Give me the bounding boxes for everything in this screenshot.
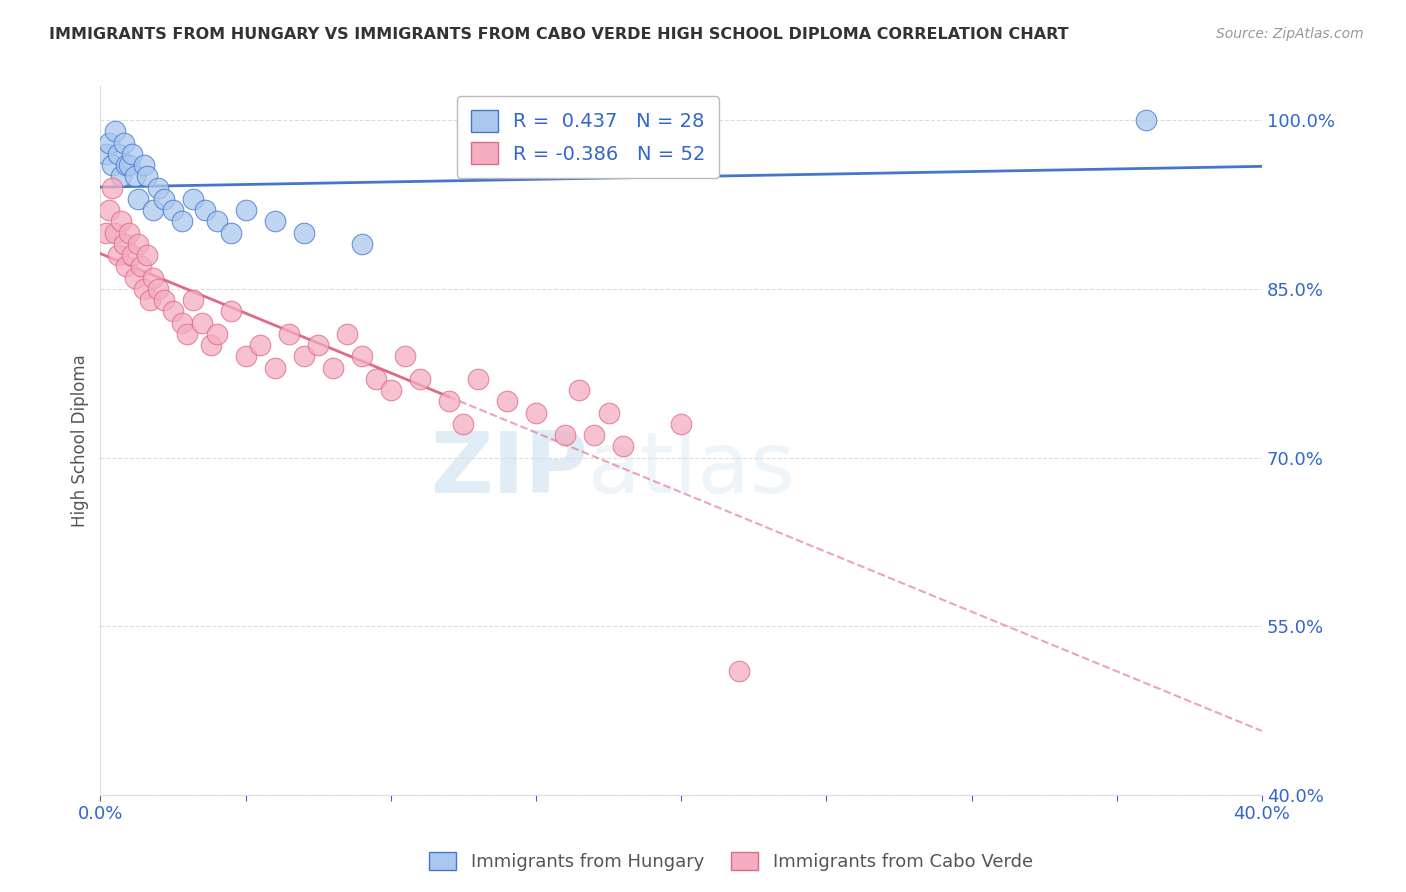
Point bbox=[104, 226, 127, 240]
Point bbox=[115, 158, 138, 172]
Point bbox=[135, 169, 157, 184]
Point bbox=[235, 203, 257, 218]
Text: ZIP: ZIP bbox=[430, 427, 588, 510]
Point bbox=[112, 236, 135, 251]
Point bbox=[98, 203, 121, 218]
Point bbox=[98, 136, 121, 150]
Point bbox=[612, 439, 634, 453]
Point bbox=[453, 417, 475, 431]
Point bbox=[170, 316, 193, 330]
Point bbox=[350, 349, 373, 363]
Point bbox=[350, 236, 373, 251]
Point bbox=[148, 282, 170, 296]
Point bbox=[278, 326, 301, 341]
Point bbox=[129, 260, 152, 274]
Point bbox=[219, 304, 242, 318]
Point bbox=[104, 124, 127, 138]
Y-axis label: High School Diploma: High School Diploma bbox=[72, 354, 89, 527]
Point bbox=[135, 248, 157, 262]
Text: Source: ZipAtlas.com: Source: ZipAtlas.com bbox=[1216, 27, 1364, 41]
Point bbox=[121, 146, 143, 161]
Point bbox=[307, 338, 329, 352]
Point bbox=[127, 236, 149, 251]
Point bbox=[181, 293, 204, 307]
Point bbox=[153, 192, 176, 206]
Point bbox=[205, 214, 228, 228]
Point bbox=[524, 406, 547, 420]
Point bbox=[118, 158, 141, 172]
Point bbox=[112, 136, 135, 150]
Point bbox=[394, 349, 416, 363]
Point bbox=[176, 326, 198, 341]
Point bbox=[200, 338, 222, 352]
Point bbox=[322, 360, 344, 375]
Point bbox=[568, 383, 591, 397]
Point bbox=[118, 226, 141, 240]
Point bbox=[101, 158, 124, 172]
Point bbox=[263, 214, 285, 228]
Text: atlas: atlas bbox=[588, 427, 796, 510]
Point bbox=[142, 270, 165, 285]
Point bbox=[124, 169, 146, 184]
Point bbox=[153, 293, 176, 307]
Point bbox=[121, 248, 143, 262]
Point bbox=[467, 372, 489, 386]
Point bbox=[194, 203, 217, 218]
Point bbox=[148, 180, 170, 194]
Point bbox=[124, 270, 146, 285]
Point bbox=[235, 349, 257, 363]
Point bbox=[205, 326, 228, 341]
Point bbox=[96, 146, 118, 161]
Point bbox=[132, 158, 155, 172]
Point bbox=[582, 428, 605, 442]
Point bbox=[219, 226, 242, 240]
Point bbox=[292, 349, 315, 363]
Point bbox=[496, 394, 519, 409]
Point bbox=[191, 316, 214, 330]
Point bbox=[437, 394, 460, 409]
Point bbox=[249, 338, 271, 352]
Point bbox=[132, 282, 155, 296]
Point bbox=[110, 214, 132, 228]
Point bbox=[669, 417, 692, 431]
Point bbox=[162, 203, 184, 218]
Point bbox=[107, 146, 129, 161]
Point bbox=[263, 360, 285, 375]
Point bbox=[366, 372, 388, 386]
Point bbox=[170, 214, 193, 228]
Point bbox=[142, 203, 165, 218]
Point bbox=[115, 260, 138, 274]
Point bbox=[409, 372, 432, 386]
Point bbox=[138, 293, 160, 307]
Point bbox=[96, 226, 118, 240]
Point bbox=[181, 192, 204, 206]
Legend: R =  0.437   N = 28, R = -0.386   N = 52: R = 0.437 N = 28, R = -0.386 N = 52 bbox=[457, 96, 720, 178]
Legend: Immigrants from Hungary, Immigrants from Cabo Verde: Immigrants from Hungary, Immigrants from… bbox=[422, 845, 1040, 879]
Point bbox=[336, 326, 359, 341]
Point bbox=[127, 192, 149, 206]
Point bbox=[162, 304, 184, 318]
Point bbox=[598, 406, 620, 420]
Text: IMMIGRANTS FROM HUNGARY VS IMMIGRANTS FROM CABO VERDE HIGH SCHOOL DIPLOMA CORREL: IMMIGRANTS FROM HUNGARY VS IMMIGRANTS FR… bbox=[49, 27, 1069, 42]
Point bbox=[110, 169, 132, 184]
Point bbox=[380, 383, 402, 397]
Point bbox=[292, 226, 315, 240]
Point bbox=[101, 180, 124, 194]
Point bbox=[107, 248, 129, 262]
Point bbox=[1135, 113, 1157, 128]
Point bbox=[554, 428, 576, 442]
Point bbox=[728, 665, 751, 679]
